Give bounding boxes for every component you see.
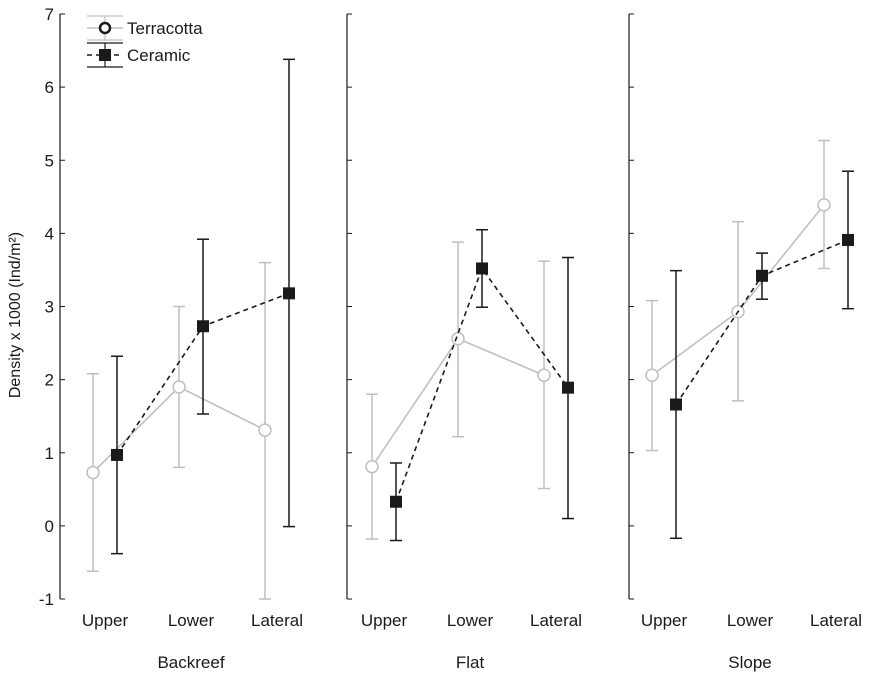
x-category-label: Upper <box>361 611 408 630</box>
y-tick-label: -1 <box>39 590 54 609</box>
ceramic-point <box>283 287 295 300</box>
y-axis-label: Density x 1000 (Ind/m²) <box>7 232 24 398</box>
legend: Terracotta Ceramic <box>87 15 203 68</box>
y-tick-label: 0 <box>45 517 54 536</box>
x-category-label: Lower <box>168 611 215 630</box>
y-tick-label: 1 <box>45 444 54 463</box>
panel-title: Flat <box>456 653 485 672</box>
x-category-label: Lateral <box>251 611 303 630</box>
y-tick-label: 7 <box>45 5 54 24</box>
ceramic-point <box>562 381 574 394</box>
ceramic-point <box>842 233 854 246</box>
ceramic-point <box>390 495 402 508</box>
terracotta-point <box>451 331 465 346</box>
terracotta-point <box>86 465 100 480</box>
y-tick-label: 5 <box>45 151 54 170</box>
x-category-label: Lower <box>447 611 494 630</box>
legend-marker-terracotta <box>98 21 112 35</box>
axes-layer: -1 0 1 2 3 4 5 6 7 Upper Lower Lateral Backreef Upper… <box>39 5 862 672</box>
ceramic-point <box>756 269 768 282</box>
data-layer <box>86 58 854 600</box>
panel-title: Slope <box>728 653 771 672</box>
ceramic-point <box>111 448 123 461</box>
terracotta-point <box>258 423 272 437</box>
terracotta-point <box>537 368 551 382</box>
legend-label: Terracotta <box>127 19 203 38</box>
series-line-ceramic <box>395 266 569 503</box>
terracotta-point <box>365 459 379 474</box>
x-category-label: Lateral <box>530 611 582 630</box>
ceramic-point <box>197 320 209 333</box>
terracotta-point <box>817 198 831 212</box>
y-tick-label: 3 <box>45 298 54 317</box>
legend-marker-ceramic <box>99 49 111 61</box>
terracotta-point <box>172 380 186 394</box>
y-tick-label: 4 <box>45 224 54 243</box>
x-category-label: Upper <box>82 611 129 630</box>
x-category-label: Upper <box>641 611 688 630</box>
y-tick-label: 2 <box>45 371 54 390</box>
ceramic-point <box>476 262 488 275</box>
legend-label: Ceramic <box>127 46 191 65</box>
panel-title: Backreef <box>157 653 224 672</box>
x-category-label: Lower <box>727 611 774 630</box>
x-category-label: Lateral <box>810 611 862 630</box>
terracotta-point <box>645 368 659 382</box>
y-tick-label: 6 <box>45 78 54 97</box>
ceramic-point <box>670 398 682 411</box>
